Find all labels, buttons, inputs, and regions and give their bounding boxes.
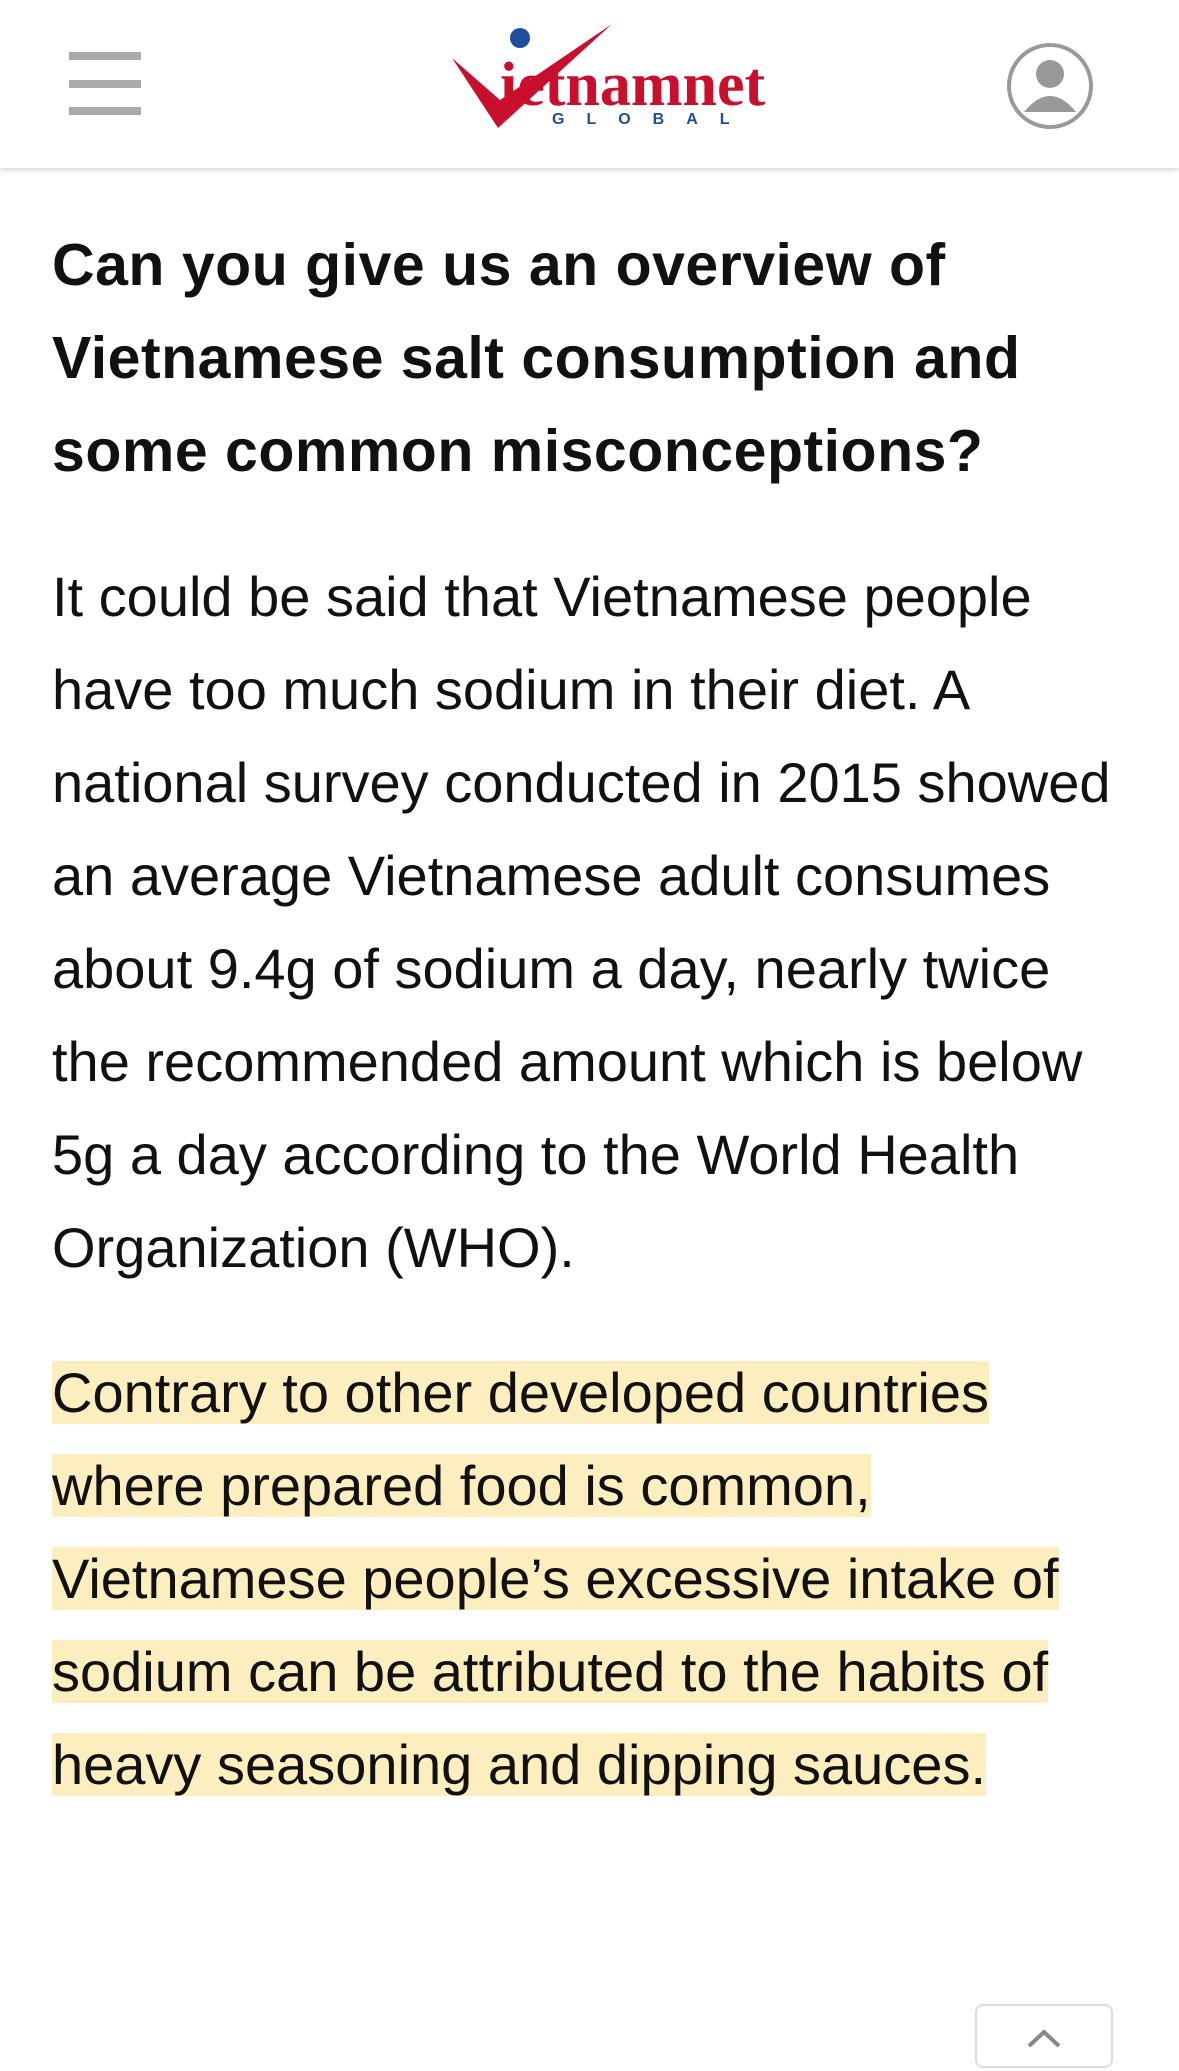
paragraph: It could be said that Vietnamese people … — [52, 565, 1111, 1279]
logo-text: ietnamnet — [500, 51, 766, 119]
menu-button[interactable] — [69, 52, 141, 115]
article: Can you give us an overview of Vietnames… — [52, 219, 1132, 1811]
header-bar: ietnamnet GLOBAL — [69, 24, 1093, 129]
scroll-top-button[interactable] — [975, 2004, 1113, 2068]
highlight: Contrary to other developed countries wh… — [52, 1361, 1059, 1796]
question-heading: Can you give us an overview of Vietnames… — [52, 232, 1021, 484]
logo[interactable]: ietnamnet GLOBAL — [452, 24, 766, 128]
logo-subtitle: GLOBAL — [552, 111, 752, 128]
scroll-top-icon — [1027, 2029, 1061, 2048]
highlighted-paragraph: Contrary to other developed countries wh… — [52, 1346, 1132, 1811]
header: ietnamnet GLOBAL — [0, 0, 1179, 168]
profile-button[interactable] — [1007, 43, 1093, 129]
